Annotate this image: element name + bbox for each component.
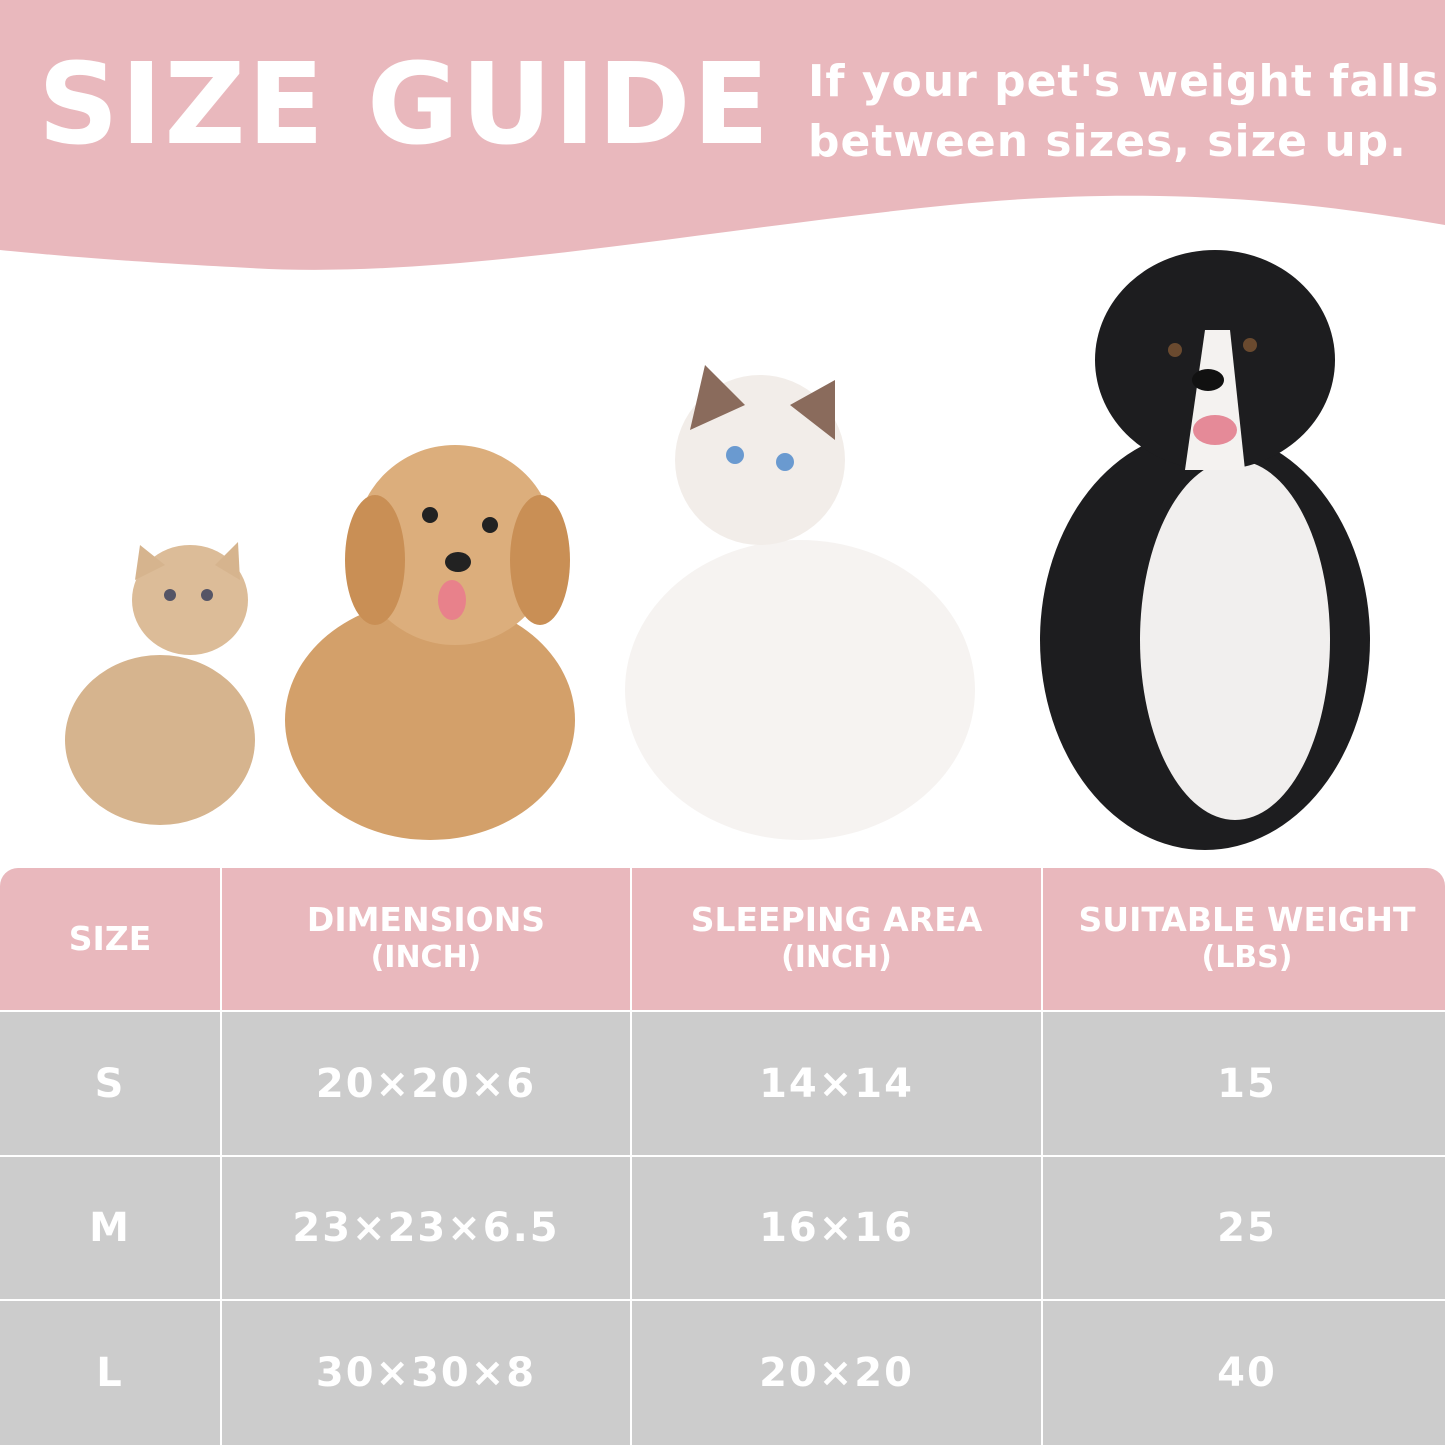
- table-cell: 30×30×8: [222, 1301, 630, 1445]
- table-cell: 23×23×6.5: [222, 1157, 630, 1299]
- banner-background: [0, 0, 1445, 270]
- column-header-unit: (LBS): [1201, 940, 1293, 975]
- page-title: SIZE GUIDE: [38, 40, 772, 170]
- column-header-unit: (INCH): [370, 940, 482, 975]
- column-header-label: SIZE: [68, 919, 152, 958]
- border-collie-icon: [1040, 250, 1370, 850]
- column-header: SUITABLE WEIGHT (LBS): [1043, 868, 1445, 1010]
- column-header-unit: (INCH): [781, 940, 892, 975]
- table-cell: 20×20×6: [222, 1012, 630, 1155]
- table-cell: 25: [1043, 1157, 1445, 1299]
- column-header: SLEEPING AREA (INCH): [632, 868, 1041, 1010]
- table-cell: 16×16: [632, 1157, 1041, 1299]
- table-cell: 15: [1043, 1012, 1445, 1155]
- column-header-label: SLEEPING AREA: [690, 900, 983, 939]
- table-cell: M: [0, 1157, 220, 1299]
- small-ginger-cat-icon: [65, 542, 255, 825]
- column-header-label: SUITABLE WEIGHT: [1078, 900, 1416, 939]
- ragdoll-cat-icon: [625, 365, 975, 840]
- fluffy-puppy-icon: [285, 445, 575, 840]
- pets-illustration: [65, 250, 1370, 850]
- size-advice: If your pet's weight falls between sizes…: [808, 52, 1439, 172]
- column-header: DIMENSIONS (INCH): [222, 868, 630, 1010]
- column-header-label: DIMENSIONS: [306, 900, 546, 939]
- table-cell: 20×20: [632, 1301, 1041, 1445]
- table-cell: 40: [1043, 1301, 1445, 1445]
- size-table: SIZE DIMENSIONS (INCH) SLEEPING AREA (INCH) S…: [0, 868, 1445, 1445]
- table-cell: L: [0, 1301, 220, 1445]
- size-advice-line-2: between sizes, size up.: [808, 116, 1407, 167]
- table-cell: S: [0, 1012, 220, 1155]
- table-cell: 14×14: [632, 1012, 1041, 1155]
- size-advice-line-1: If your pet's weight falls: [808, 56, 1440, 107]
- column-header: SIZE: [0, 868, 220, 1010]
